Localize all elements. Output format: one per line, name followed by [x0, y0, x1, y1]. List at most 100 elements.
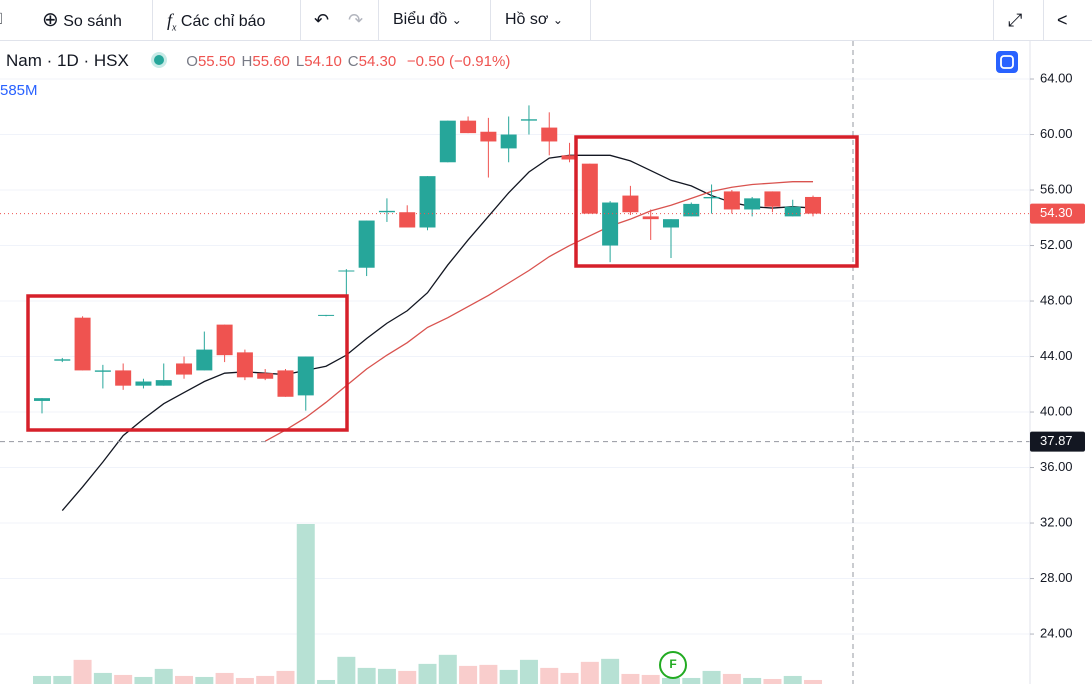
- volume-bar: [337, 656, 356, 684]
- volume-bar: [134, 676, 153, 684]
- annotation-box: [26, 294, 349, 432]
- compare-label: So sánh: [63, 13, 122, 30]
- last-price-tag: [1030, 203, 1085, 224]
- volume-bar: [175, 675, 194, 684]
- volume-bar: [114, 674, 133, 684]
- separator: [152, 0, 153, 40]
- candle-body: [642, 216, 659, 220]
- profile-button[interactable]: Hồ sơ ⌄: [505, 0, 563, 40]
- plus-icon: ⊕: [42, 9, 59, 31]
- candle-body: [500, 134, 517, 149]
- y-tick-label: 56.00: [1040, 181, 1073, 196]
- compare-button[interactable]: ⊕ So sánh: [42, 0, 122, 40]
- ohlc-value: 54.30: [358, 53, 397, 70]
- event-marker-icon: F: [669, 657, 676, 671]
- volume-bar: [560, 672, 579, 684]
- candle-body: [115, 370, 132, 386]
- candle-body: [155, 380, 172, 386]
- separator: [993, 0, 994, 40]
- change: −0.50 (−0.91%): [406, 53, 511, 70]
- y-tick-label: 60.00: [1040, 126, 1073, 141]
- auto-scale-button[interactable]: [996, 51, 1018, 73]
- volume-bar: [763, 678, 782, 684]
- candle-body: [94, 370, 111, 372]
- volume-bar: [398, 670, 417, 684]
- chart-type-label: Biểu đồ: [393, 11, 448, 28]
- volume-bar: [296, 524, 315, 684]
- volume-bar: [702, 670, 721, 684]
- chart-type-button[interactable]: Biểu đồ ⌄: [393, 0, 462, 40]
- volume-bar: [499, 669, 518, 684]
- candle-body: [439, 120, 456, 163]
- ohlc-key: O: [186, 53, 198, 70]
- annotation-box: [574, 135, 859, 268]
- volume-bar: [195, 676, 214, 684]
- candle-body: [723, 191, 740, 210]
- candle-body: [74, 317, 91, 371]
- volume-bar: [783, 675, 802, 684]
- candle-icon[interactable]: ⌷: [0, 0, 4, 40]
- ohlc-values: O55.50 H55.60 L54.10 C54.30: [186, 51, 402, 70]
- crosshair-label: 37.87: [1040, 433, 1073, 448]
- volume-bar: [519, 659, 538, 684]
- volume-bar: [418, 663, 437, 684]
- plot: [0, 105, 1030, 684]
- last-price-label: 54.30: [1040, 205, 1073, 220]
- chevron: ⌄: [451, 13, 462, 27]
- y-tick-label: 44.00: [1040, 348, 1073, 363]
- candle-body: [378, 210, 395, 213]
- separator: [300, 0, 301, 40]
- volume-bar: [580, 661, 599, 684]
- volume-bar: [682, 677, 701, 684]
- y-tick-label: 28.00: [1040, 570, 1073, 585]
- volume-bar: [93, 672, 112, 684]
- volume-bar: [53, 675, 72, 684]
- candle-body: [520, 119, 537, 121]
- volume-bar: [235, 677, 254, 684]
- candle-body: [480, 131, 497, 142]
- candle-body: [805, 196, 822, 214]
- candle-body: [338, 270, 355, 272]
- candle-body: [784, 206, 801, 217]
- fullscreen-button[interactable]: ⤢: [1008, 10, 1023, 30]
- candle-body: [358, 220, 375, 268]
- candle-body: [196, 349, 213, 371]
- candle-body: [236, 352, 253, 378]
- status-dot: [153, 55, 164, 65]
- auto-scale-icon: [1000, 55, 1014, 69]
- volume-bar: [804, 679, 823, 684]
- toolbar: ⌷ ⊕ So sánh fx Các chỉ báo ↶ ↷ Biểu đồ ⌄…: [0, 0, 1092, 41]
- volume-bar: [357, 667, 376, 684]
- candle-body: [216, 324, 233, 356]
- undo-button[interactable]: ↶: [314, 10, 330, 30]
- separator: [590, 0, 591, 40]
- exchange: HSX: [93, 51, 129, 70]
- price-axis: 24.00 28.00 32.00 36.00 40.00 44.00 48.00 52.00…: [1030, 70, 1085, 640]
- indicators-button[interactable]: fx Các chỉ báo: [167, 0, 265, 40]
- share-button[interactable]: <: [1057, 10, 1068, 30]
- candle-body: [683, 203, 700, 217]
- candle-body: [135, 381, 152, 386]
- candle-body: [318, 314, 335, 316]
- candle-body: [176, 363, 193, 375]
- volume-bar: [215, 672, 234, 684]
- ohlc-value: 54.10: [304, 53, 342, 70]
- volume-bar: [479, 664, 498, 684]
- redo-button[interactable]: ↷: [348, 10, 364, 30]
- crosshair-tag: [1030, 431, 1085, 452]
- candle-body: [561, 155, 578, 160]
- y-tick-label: 48.00: [1040, 292, 1073, 307]
- ohlc-value: 55.50: [197, 53, 236, 70]
- candle-body: [460, 120, 477, 134]
- volume-bar: [661, 677, 680, 684]
- y-tick-label: 32.00: [1040, 514, 1073, 529]
- candle-body: [581, 163, 598, 214]
- separator: [378, 0, 379, 40]
- y-tick-label: 40.00: [1040, 403, 1073, 418]
- event-marker[interactable]: [659, 651, 687, 679]
- ohlc-key: H: [241, 53, 253, 70]
- volume-bar: [459, 665, 478, 684]
- candle-body: [399, 212, 416, 228]
